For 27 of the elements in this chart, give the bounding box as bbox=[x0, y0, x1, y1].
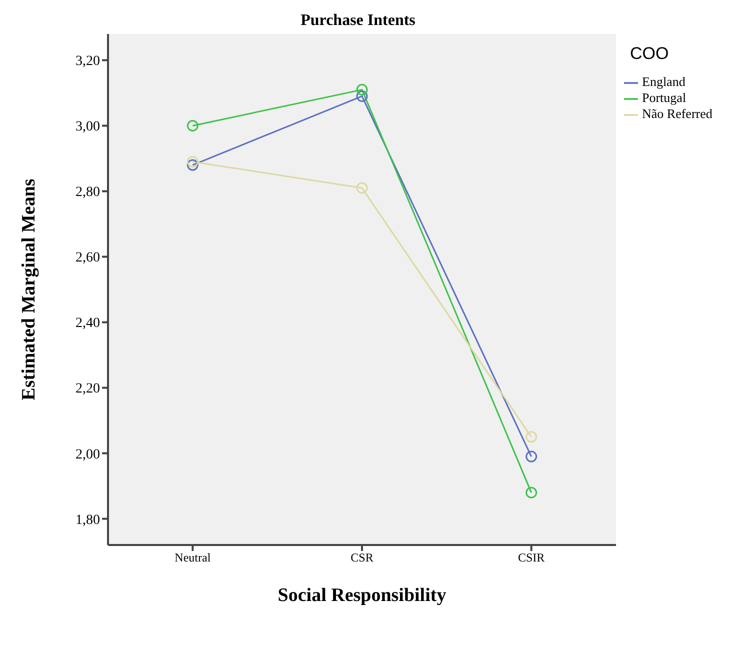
point bbox=[186, 120, 198, 132]
legend-label: Não Referred bbox=[642, 106, 712, 122]
point bbox=[356, 84, 368, 96]
point bbox=[526, 450, 538, 462]
x-tick-label: CSIR bbox=[518, 550, 545, 565]
point bbox=[356, 90, 368, 102]
x-tick-label: Neutral bbox=[174, 550, 212, 565]
y-tick-label: 2,00 bbox=[76, 447, 100, 462]
x-tick-label: CSR bbox=[350, 550, 374, 565]
y-tick-label: 2,60 bbox=[76, 250, 100, 266]
x-axis-title: Social Responsibility bbox=[278, 585, 447, 606]
point bbox=[526, 431, 538, 443]
y-tick-label: 3,00 bbox=[76, 120, 100, 135]
legend-label: England bbox=[642, 74, 686, 89]
point bbox=[186, 156, 198, 168]
point bbox=[356, 182, 368, 194]
y-axis-title: Estimated Marginal Means bbox=[18, 178, 40, 400]
y-tick-label: 2,80 bbox=[76, 185, 100, 200]
y-tick-label: 2,40 bbox=[76, 316, 100, 332]
legend-title: COO bbox=[630, 44, 669, 64]
point bbox=[186, 159, 198, 171]
y-tick-label: 3,20 bbox=[76, 54, 100, 70]
legend-label: Portugal bbox=[642, 90, 686, 106]
y-tick-label: 1,80 bbox=[76, 512, 100, 528]
point bbox=[526, 486, 538, 498]
y-tick-label: 2,20 bbox=[76, 382, 100, 397]
chart-title: Purchase Intents bbox=[300, 12, 416, 30]
